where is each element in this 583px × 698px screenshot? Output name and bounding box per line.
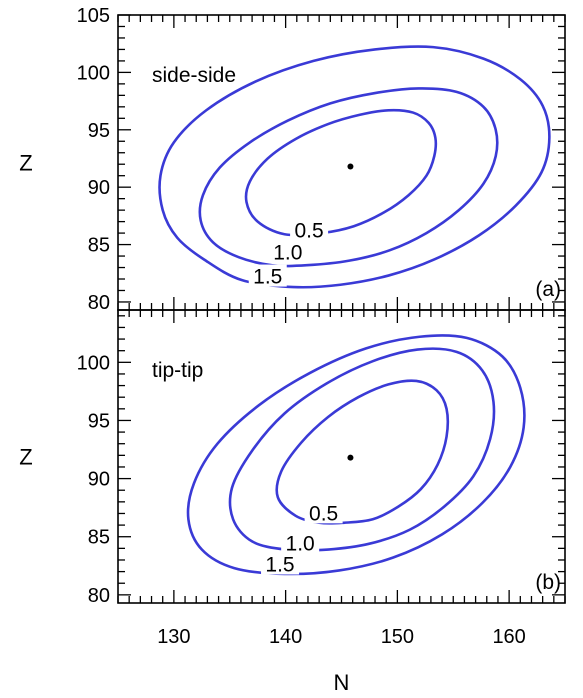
y-tick-label: 80 <box>88 585 110 607</box>
contour-label-bg <box>281 531 320 554</box>
y-tick-label: 90 <box>88 469 110 491</box>
contour-label: 0.5 <box>309 502 338 525</box>
contour-0-5 <box>275 379 450 525</box>
contour-label-bg <box>304 501 343 524</box>
y-tick-label: 100 <box>77 352 110 374</box>
y-tick-label: 105 <box>77 5 110 27</box>
contour-label: 1.5 <box>265 553 294 576</box>
center-point <box>347 454 354 461</box>
x-tick-label: 130 <box>157 626 190 648</box>
center-point <box>347 163 354 170</box>
plot-frame-a <box>117 14 566 311</box>
contour-label: 1.0 <box>273 241 302 264</box>
contour-label-bg <box>290 218 329 241</box>
contour-label-bg <box>248 264 287 287</box>
contour-label: 0.5 <box>294 220 323 243</box>
panel-annotation: tip-tip <box>152 359 203 382</box>
contour-label: 1.5 <box>253 266 282 289</box>
x-tick-label: 140 <box>269 626 302 648</box>
panel-label: (a) <box>535 278 561 301</box>
panel-annotation: side-side <box>152 64 236 87</box>
y-axis-title: Z <box>19 151 32 176</box>
x-tick-label: 160 <box>492 626 525 648</box>
contour-label-bg <box>268 240 307 263</box>
contour-label: 1.0 <box>286 533 315 556</box>
y-tick-label: 85 <box>88 527 110 549</box>
contour-1-0 <box>198 87 499 268</box>
contour-0-5 <box>244 108 438 237</box>
contour-1-5 <box>158 45 551 289</box>
x-tick-label: 150 <box>381 626 414 648</box>
panel-label: (b) <box>535 571 561 594</box>
y-tick-label: 85 <box>88 235 110 257</box>
contour-label-bg <box>261 552 300 575</box>
y-tick-label: 90 <box>88 177 110 199</box>
panel-a: 80 85 90 95 100 105 Z 0.51.01.5 side-side (a) <box>19 5 566 314</box>
y-tick-label: 95 <box>88 410 110 432</box>
y-tick-label: 100 <box>77 62 110 84</box>
y-tick-label: 95 <box>88 120 110 142</box>
panel-b: 80 85 90 95 100 Z 0.5 1.01.5 tip-tip (b) <box>19 309 566 607</box>
x-axis-title: N <box>334 670 350 695</box>
contour-1-0 <box>228 347 496 552</box>
y-tick-label: 80 <box>88 292 110 314</box>
y-axis-title: Z <box>19 445 32 470</box>
contour-1-5 <box>186 334 526 576</box>
